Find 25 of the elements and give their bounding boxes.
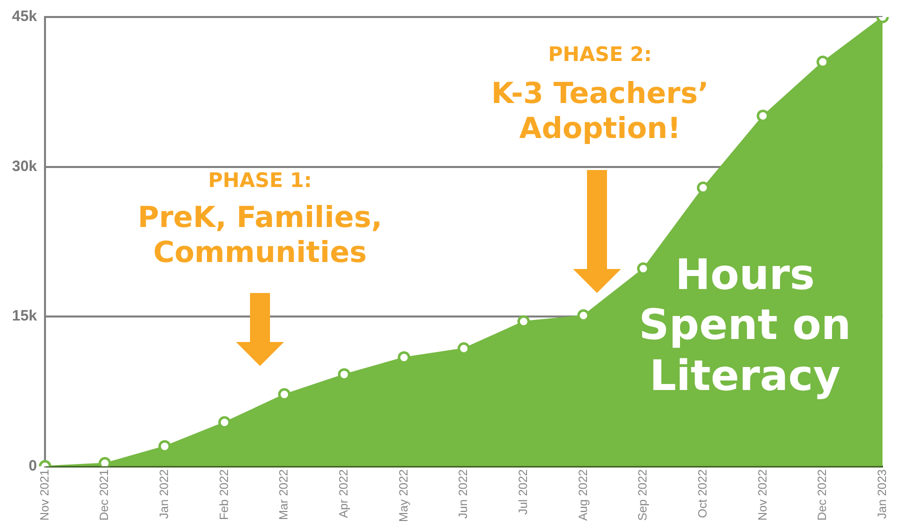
x-tick-label: Dec 2022	[815, 468, 830, 521]
x-tick-label: Jan 2023	[874, 468, 889, 519]
x-tick-label: May 2022	[396, 468, 410, 522]
x-tick-label: Dec 2021	[97, 468, 112, 521]
annotation: Hours Spent on Literacy	[638, 250, 852, 402]
x-tick-label: Jan 2022	[156, 468, 171, 519]
y-tick-label: 45k	[12, 8, 38, 26]
x-tick-label: Sep 2022	[636, 468, 650, 521]
y-tick-label: 0	[28, 457, 38, 474]
x-tick-label: Oct 2022	[695, 468, 710, 518]
annotation: K-3 Teachers’ Adoption!	[490, 76, 710, 146]
y-tick-label: 30k	[12, 158, 38, 175]
x-tick-label: Mar 2022	[276, 468, 291, 520]
point	[98, 457, 112, 466]
x-tick-label: Jun 2022	[456, 468, 470, 519]
annotation: PHASE 2:	[547, 42, 653, 66]
x-tick-label: Apr 2022	[336, 468, 350, 518]
annotation: PreK, Families, Communities	[136, 200, 384, 270]
y-tick-label: 15k	[12, 308, 38, 325]
annotation: PHASE 1:	[207, 168, 313, 192]
x-tick-label: Nov 2021	[37, 468, 52, 521]
x-tick-label: Aug 2022	[576, 468, 590, 521]
x-tick-label: Nov 2022	[755, 468, 770, 521]
x-tick-label: Feb 2022	[216, 468, 231, 520]
x-tick-label: Jul 2022	[516, 468, 530, 515]
